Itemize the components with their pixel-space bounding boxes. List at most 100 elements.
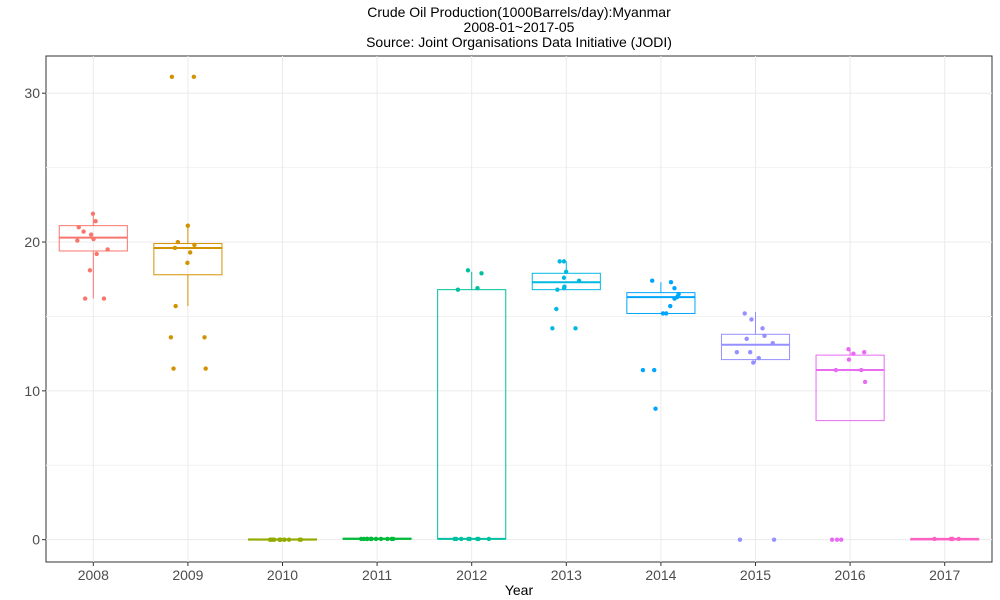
box-2015	[720, 311, 791, 363]
data-point	[101, 296, 107, 301]
data-point	[948, 536, 953, 542]
y-tick-label: 30	[24, 85, 40, 101]
x-tick-label: 2013	[551, 567, 582, 583]
data-point	[466, 536, 471, 542]
grid-layer	[46, 56, 992, 562]
data-point	[653, 406, 658, 411]
data-point	[846, 357, 852, 362]
x-tick-label: 2009	[172, 567, 203, 583]
data-point	[576, 278, 582, 283]
data-point	[742, 311, 747, 316]
data-point	[475, 285, 480, 291]
chart-source: Source: Joint Organisations Data Initiat…	[366, 34, 672, 50]
data-point	[173, 303, 178, 309]
data-point	[172, 245, 178, 251]
chart-title: Crude Oil Production(1000Barrels/day):My…	[367, 4, 671, 20]
data-point	[278, 537, 283, 542]
box-2017	[910, 537, 980, 541]
data-point	[771, 537, 777, 542]
data-point	[751, 360, 756, 365]
data-point	[668, 303, 673, 309]
data-point	[282, 537, 287, 542]
data-point	[91, 236, 96, 242]
data-point	[185, 223, 191, 228]
data-point	[90, 211, 96, 216]
data-point	[563, 269, 569, 274]
data-point	[760, 326, 765, 331]
data-point	[465, 268, 471, 273]
data-point	[286, 537, 292, 542]
data-point	[734, 349, 740, 355]
box-2012	[437, 271, 507, 540]
data-point	[171, 366, 176, 371]
y-tick-label: 20	[24, 234, 40, 250]
data-point	[573, 326, 578, 331]
data-point	[737, 537, 743, 542]
data-point	[369, 536, 374, 542]
data-point	[833, 367, 839, 373]
data-point	[846, 346, 851, 352]
chart-subtitle: 2008-01~2017-05	[464, 19, 575, 35]
data-point	[270, 537, 275, 542]
data-point	[82, 296, 88, 301]
data-point	[475, 536, 480, 542]
data-point	[93, 218, 98, 224]
data-point	[747, 349, 753, 355]
data-point	[829, 537, 835, 542]
data-point	[862, 379, 868, 385]
data-point	[664, 311, 669, 316]
data-point	[175, 239, 181, 245]
data-point	[105, 247, 110, 252]
data-point	[851, 351, 856, 356]
data-point	[81, 229, 86, 234]
data-point	[838, 537, 844, 542]
data-point	[672, 296, 677, 301]
data-point	[76, 224, 81, 230]
data-point	[557, 259, 562, 264]
data-point	[749, 317, 754, 322]
x-tick-label: 2014	[645, 567, 676, 583]
data-point	[192, 242, 197, 248]
data-point	[744, 336, 749, 341]
data-point	[486, 536, 492, 542]
data-point	[358, 536, 364, 542]
data-point	[94, 251, 99, 257]
y-axis: 0 10 20 30	[24, 85, 46, 548]
data-point	[668, 280, 674, 285]
data-point	[88, 232, 94, 237]
box-iqr	[153, 243, 223, 276]
data-point	[364, 536, 370, 542]
data-point	[75, 238, 80, 243]
data-point	[932, 536, 937, 542]
box-iqr	[720, 333, 791, 361]
data-point	[640, 367, 646, 373]
data-point	[858, 367, 864, 373]
x-tick-label: 2016	[835, 567, 866, 583]
data-point	[298, 537, 304, 542]
x-tick-label: 2010	[267, 567, 298, 583]
data-point	[555, 287, 560, 292]
x-axis: 2008 2009 2010 2011 2012 2013 2014 2015 2016 2017	[78, 562, 960, 583]
data-point	[956, 536, 961, 542]
data-point	[385, 536, 390, 542]
data-point	[652, 367, 657, 373]
data-point	[479, 271, 484, 276]
data-point	[561, 275, 567, 280]
x-tick-label: 2011	[362, 567, 392, 583]
x-tick-label: 2015	[740, 567, 771, 583]
y-tick-label: 10	[24, 383, 40, 399]
y-tick-label: 0	[32, 532, 40, 548]
data-point	[550, 326, 555, 331]
data-point	[672, 285, 677, 291]
data-point	[185, 260, 190, 266]
data-point	[187, 250, 193, 255]
box-iqr	[815, 354, 885, 422]
plot-panel	[45, 55, 993, 563]
data-point	[561, 285, 567, 291]
x-axis-title: Year	[505, 582, 534, 598]
data-point	[202, 335, 207, 340]
data-point	[660, 311, 666, 316]
box-iqr	[626, 292, 696, 314]
